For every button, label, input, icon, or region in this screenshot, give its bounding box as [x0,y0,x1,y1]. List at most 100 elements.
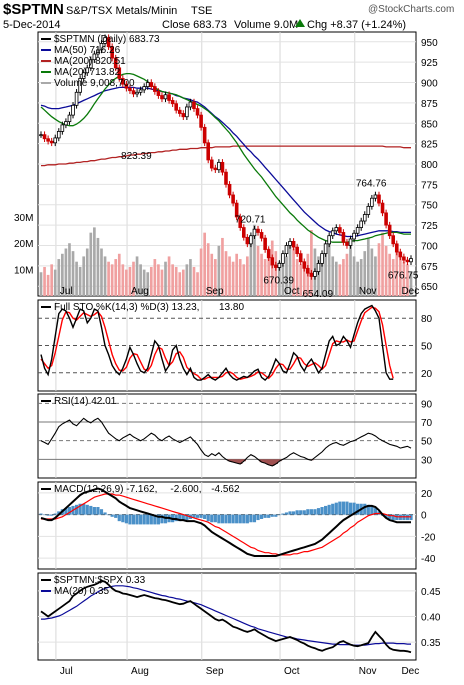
ratio-tick: 0.35 [421,638,441,649]
volume-bar [93,227,96,296]
volume-bar [246,256,249,296]
security-name: S&P/TSX Metals/Minin [66,5,177,17]
macd-histogram-bar [302,510,306,515]
macd-histogram-bar [281,513,285,515]
volume-bar [192,266,196,296]
volume-tick: 30M [14,213,33,224]
macd-tick: -40 [421,554,436,565]
candle-body [334,227,339,232]
candle-body [377,194,381,204]
legend-entry: RSI(14) 42.01 [54,396,117,407]
volume-bar [221,237,224,296]
macd-histogram-bar [384,514,388,518]
macd-histogram-bar [99,509,104,515]
volume-bar [167,256,171,296]
volume-bar [352,256,356,296]
candle-body [345,241,349,246]
volume-bar [406,264,409,296]
volume-bar [331,256,335,296]
volume-bar [196,272,199,296]
macd-histogram-bar [199,514,203,518]
candle-body [373,194,378,199]
candle-body [341,232,346,243]
volume-bar [285,256,288,296]
candle-body [92,53,97,61]
volume-bar [366,237,370,296]
candle-body [135,91,139,95]
candle-body [241,227,246,238]
volume-bar [75,261,78,296]
macd-histogram-bar [149,514,153,525]
candle-body [295,246,299,255]
volume-bar [117,253,121,296]
volume-tick: 20M [14,239,33,250]
macd-histogram-bar [274,514,278,517]
macd-signal-line [41,493,411,556]
rsi-oversold-fill [238,459,243,464]
volume-bar [53,269,57,296]
macd-histogram-bar [106,514,111,516]
volume-bar [256,245,260,296]
candle-body [39,134,43,137]
macd-histogram-bar [181,514,185,521]
price-annotation: 670.39 [263,276,294,287]
macd-histogram-bar [103,512,107,515]
month-label-bottom: Aug [131,666,149,677]
macd-histogram-bar [39,513,43,515]
volume-bar [356,261,359,296]
macd-histogram-bar [263,514,267,518]
macd-tick: -20 [421,532,436,543]
candle-body [103,37,107,44]
macd-histogram-bar [146,514,150,525]
candle-body [149,82,154,87]
volume-bar [114,259,118,296]
rsi-oversold-fill [241,459,246,462]
volume-bar [78,266,82,296]
macd-histogram-bar [128,514,132,525]
price-annotation: 764.76 [356,179,387,190]
candle-body [274,264,278,268]
candle-body [306,267,310,274]
ratio-tick: 0.40 [421,613,441,624]
month-label-price: Sep [206,286,224,297]
macd-histogram-bar [320,507,324,515]
macd-histogram-bar [291,511,296,515]
candle-body [213,167,218,171]
month-label-price: Aug [131,286,149,297]
volume-bar [409,272,413,296]
volume-bar [146,272,150,296]
rsi-oversold-fill [227,459,232,462]
candle-body [99,43,104,51]
candle-body [113,57,118,69]
macd-histogram-bar [277,514,281,516]
volume-bar [185,264,189,296]
candle-body [78,78,82,93]
volume-bar [89,232,93,296]
volume-bar [228,256,231,296]
candle-body [316,263,321,272]
volume-bar [370,248,374,296]
volume-bar [43,266,46,296]
candle-body [163,94,168,100]
macd-histogram-bar [348,502,353,515]
volume-bar [61,253,64,296]
volume-bar [342,259,345,296]
close-text: Close 683.73 [162,19,227,31]
rsi-tick: 50 [421,437,433,448]
volume-bar [278,261,281,296]
candle-body [185,106,189,118]
candle-body [320,253,324,264]
candle-body [188,101,193,108]
stoch-tick: 20 [421,369,433,380]
price-tick: 950 [421,38,438,49]
macd-histogram-bar [388,514,392,519]
volume-bar [345,253,349,296]
rsi-tick: 70 [421,418,433,429]
price-tick: 725 [421,221,438,232]
volume-bar [189,259,192,296]
price-tick: 700 [421,241,438,252]
candle-body [110,46,114,59]
macd-histogram-bar [192,514,196,518]
volume-bar [231,261,235,296]
legend-entry: MA(50) 716.26 [54,45,121,56]
